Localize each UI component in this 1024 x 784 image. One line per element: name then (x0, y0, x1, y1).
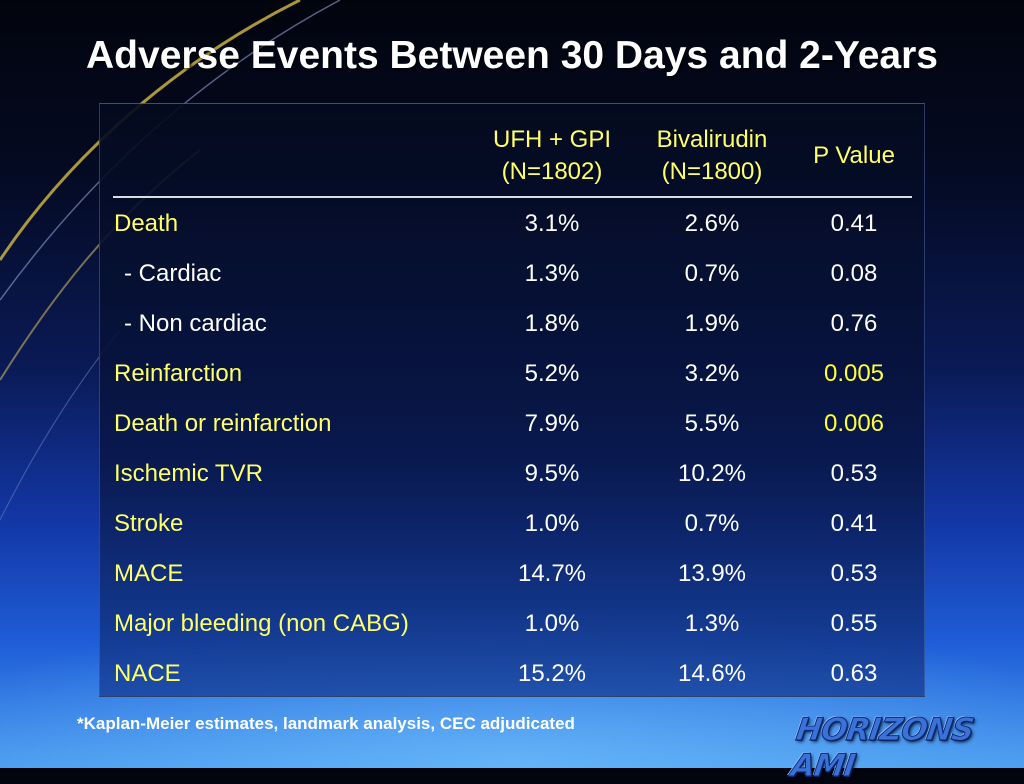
p-value: 0.08 (830, 260, 878, 287)
bivalirudin-value: 13.9% (677, 560, 747, 587)
header-bivalirudin: Bivalirudin (N=1800) (632, 118, 792, 194)
p-value: 0.41 (830, 510, 878, 537)
table-row: - Non cardiac 1.8% 1.9% 0.76 (100, 299, 926, 349)
bivalirudin-value: 10.2% (677, 460, 747, 487)
row-label: Reinfarction (114, 360, 243, 387)
header-p-value: P Value (792, 118, 916, 194)
table-row: Ischemic TVR 9.5% 10.2% 0.53 (100, 449, 926, 499)
header-p-value-label: P Value (813, 142, 895, 169)
row-label: - Non cardiac (124, 310, 267, 337)
ufh-value: 1.0% (524, 510, 580, 537)
bivalirudin-value: 0.7% (684, 260, 740, 287)
p-value: 0.63 (830, 660, 878, 687)
ufh-value: 1.8% (524, 310, 580, 337)
header-ufh-gpi-name: UFH + GPI (492, 126, 612, 153)
table-row: Death 3.1% 2.6% 0.41 (100, 199, 926, 249)
row-label: Ischemic TVR (114, 460, 263, 487)
horizons-ami-logo: HORIZONS AMI (788, 712, 976, 784)
ufh-value: 14.7% (517, 560, 587, 587)
bivalirudin-value: 14.6% (677, 660, 747, 687)
header-ufh-gpi: UFH + GPI (N=1802) (472, 118, 632, 194)
header-ufh-gpi-n: (N=1802) (501, 158, 603, 185)
header-divider (113, 196, 912, 198)
table-row: Stroke 1.0% 0.7% 0.41 (100, 499, 926, 549)
bivalirudin-value: 1.9% (684, 310, 740, 337)
ufh-value: 15.2% (517, 660, 587, 687)
row-label: NACE (114, 660, 181, 687)
table-body: Death 3.1% 2.6% 0.41 - Cardiac 1.3% 0.7%… (100, 199, 926, 699)
table-row: Death or reinfarction 7.9% 5.5% 0.006 (100, 399, 926, 449)
p-value-significant: 0.006 (823, 410, 885, 437)
row-label: - Cardiac (124, 260, 222, 287)
table-header-row: UFH + GPI (N=1802) Bivalirudin (N=1800) … (100, 118, 926, 194)
table-row: Reinfarction 5.2% 3.2% 0.005 (100, 349, 926, 399)
header-bivalirudin-n: (N=1800) (661, 158, 763, 185)
bivalirudin-value: 1.3% (684, 610, 740, 637)
footnote: *Kaplan-Meier estimates, landmark analys… (77, 714, 575, 733)
bivalirudin-value: 2.6% (684, 210, 740, 237)
row-label: Death (114, 210, 179, 237)
table-row: - Cardiac 1.3% 0.7% 0.08 (100, 249, 926, 299)
p-value: 0.41 (830, 210, 878, 237)
ufh-value: 9.5% (524, 460, 580, 487)
bivalirudin-value: 3.2% (684, 360, 740, 387)
slide-title: Adverse Events Between 30 Days and 2-Yea… (86, 34, 938, 77)
p-value: 0.76 (830, 310, 878, 337)
row-label: Death or reinfarction (114, 410, 332, 437)
p-value-significant: 0.005 (823, 360, 885, 387)
table-row: Major bleeding (non CABG) 1.0% 1.3% 0.55 (100, 599, 926, 649)
p-value: 0.53 (830, 460, 878, 487)
ufh-value: 3.1% (524, 210, 580, 237)
ufh-value: 1.0% (524, 610, 580, 637)
row-label: MACE (114, 560, 184, 587)
p-value: 0.55 (830, 610, 878, 637)
row-label: Major bleeding (non CABG) (114, 610, 409, 637)
bivalirudin-value: 0.7% (684, 510, 740, 537)
p-value: 0.53 (830, 560, 878, 587)
ufh-value: 7.9% (524, 410, 580, 437)
adverse-events-table: UFH + GPI (N=1802) Bivalirudin (N=1800) … (99, 103, 925, 697)
bivalirudin-value: 5.5% (684, 410, 740, 437)
table-row: MACE 14.7% 13.9% 0.53 (100, 549, 926, 599)
ufh-value: 1.3% (524, 260, 580, 287)
header-bivalirudin-name: Bivalirudin (656, 126, 768, 153)
row-label: Stroke (114, 510, 184, 537)
ufh-value: 5.2% (524, 360, 580, 387)
table-row: NACE 15.2% 14.6% 0.63 (100, 649, 926, 699)
